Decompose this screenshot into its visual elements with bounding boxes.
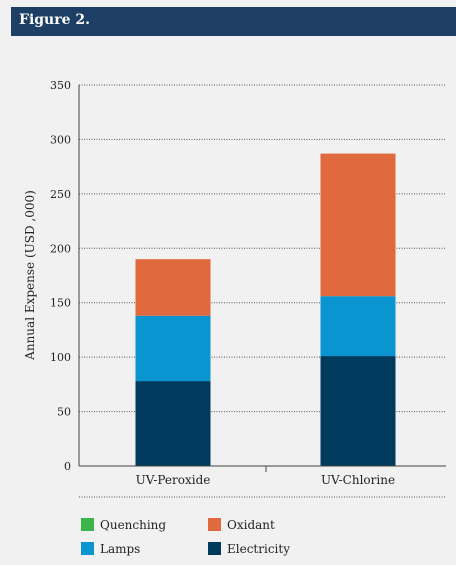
legend-swatch-oxidant: [208, 518, 221, 531]
y-axis-ticks: 0 50 100 150 200 250 300 350: [50, 79, 71, 473]
legend-label-oxidant: Oxidant: [227, 518, 275, 532]
y-tick-label-250: 250: [50, 188, 71, 201]
legend: Quenching Oxidant Lamps Electricity: [81, 518, 290, 556]
bar-uv-peroxide-lamps: [135, 315, 211, 382]
figure-title: Figure 2.: [19, 12, 90, 28]
legend-swatch-lamps: [81, 542, 94, 555]
x-category-label-1: UV-Chlorine: [321, 473, 395, 487]
y-tick-label-350: 350: [50, 79, 71, 92]
bars: [135, 153, 396, 466]
bar-uv-chlorine-electricity: [320, 356, 396, 466]
x-category-label-0: UV-Peroxide: [136, 473, 211, 487]
y-tick-label-300: 300: [50, 133, 71, 146]
axes: [78, 85, 446, 472]
y-tick-label-0: 0: [64, 460, 71, 473]
y-tick-label-200: 200: [50, 242, 71, 255]
bar-uv-chlorine-lamps: [320, 296, 396, 357]
y-axis-label: Annual Expense (USD ,000): [23, 190, 37, 361]
bar-uv-chlorine-oxidant: [320, 153, 396, 297]
y-tick-label-150: 150: [50, 297, 71, 310]
bar-uv-peroxide-oxidant: [135, 259, 211, 316]
legend-label-quenching: Quenching: [100, 518, 166, 532]
y-tick-label-100: 100: [50, 351, 71, 364]
bar-uv-peroxide-electricity: [135, 381, 211, 466]
legend-label-electricity: Electricity: [227, 542, 290, 556]
category-labels: UV-Peroxide UV-Chlorine: [136, 473, 395, 487]
legend-label-lamps: Lamps: [100, 542, 140, 556]
y-tick-label-50: 50: [57, 406, 71, 419]
figure-title-bar: Figure 2.: [11, 7, 456, 36]
legend-swatch-electricity: [208, 542, 221, 555]
legend-swatch-quenching: [81, 518, 94, 531]
